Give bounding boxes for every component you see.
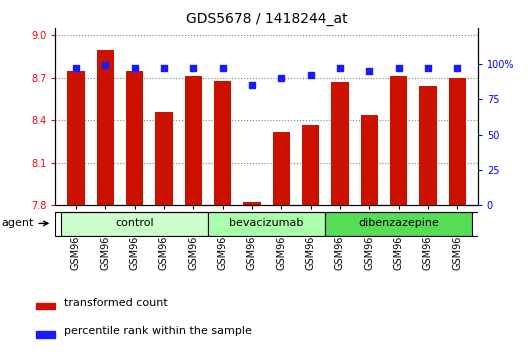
Bar bbox=[208, 212, 325, 236]
Bar bbox=[331, 82, 349, 205]
Bar bbox=[155, 112, 173, 205]
Point bbox=[365, 68, 373, 74]
Text: agent: agent bbox=[1, 218, 48, 228]
Point bbox=[101, 62, 109, 68]
Point bbox=[130, 65, 139, 71]
Bar bbox=[390, 76, 408, 205]
Bar bbox=[272, 132, 290, 205]
Title: GDS5678 / 1418244_at: GDS5678 / 1418244_at bbox=[186, 12, 347, 26]
Point bbox=[189, 65, 197, 71]
Bar bbox=[67, 71, 85, 205]
Bar bbox=[214, 81, 231, 205]
Bar bbox=[419, 86, 437, 205]
Text: transformed count: transformed count bbox=[64, 298, 168, 308]
Text: percentile rank within the sample: percentile rank within the sample bbox=[64, 326, 252, 336]
Point bbox=[277, 75, 286, 81]
Bar bbox=[243, 202, 261, 205]
Point bbox=[219, 65, 227, 71]
Point bbox=[424, 65, 432, 71]
Bar bbox=[61, 212, 208, 236]
Point bbox=[72, 65, 80, 71]
Bar bbox=[325, 212, 472, 236]
Text: dibenzazepine: dibenzazepine bbox=[358, 218, 439, 228]
Point bbox=[453, 65, 461, 71]
Point bbox=[336, 65, 344, 71]
Bar bbox=[361, 115, 378, 205]
Bar bbox=[36, 303, 55, 309]
Bar bbox=[448, 78, 466, 205]
Point bbox=[248, 82, 256, 88]
Point bbox=[160, 65, 168, 71]
Text: bevacizumab: bevacizumab bbox=[230, 218, 304, 228]
Bar bbox=[36, 331, 55, 338]
Bar bbox=[302, 125, 319, 205]
Bar bbox=[126, 71, 144, 205]
Bar bbox=[184, 76, 202, 205]
Point bbox=[394, 65, 403, 71]
Point bbox=[306, 72, 315, 78]
Bar bbox=[97, 50, 114, 205]
Text: control: control bbox=[115, 218, 154, 228]
